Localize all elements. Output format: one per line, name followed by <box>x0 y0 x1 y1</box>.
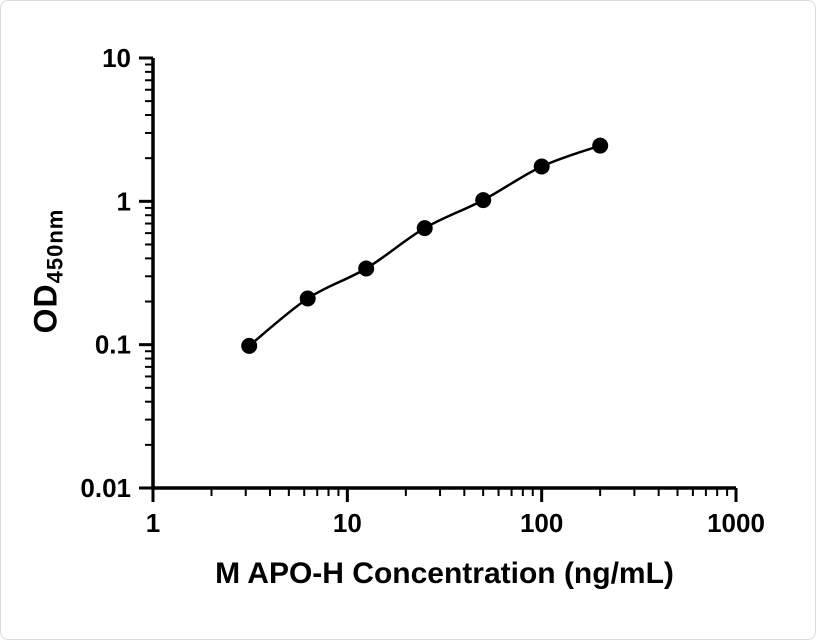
x-tick-label: 1 <box>146 508 160 538</box>
x-tick-label: 100 <box>520 508 563 538</box>
x-tick-label: 1000 <box>707 508 765 538</box>
y-tick-label: 0.01 <box>80 473 131 503</box>
y-axis-label-subscript: 450nm <box>42 208 68 284</box>
data-point <box>475 192 492 209</box>
x-axis-label: M APO-H Concentration (ng/mL) <box>215 557 674 590</box>
data-point <box>416 220 433 237</box>
data-point <box>358 260 375 277</box>
y-tick-label: 1 <box>117 186 131 216</box>
data-point <box>592 137 609 154</box>
y-tick-label: 0.1 <box>95 330 131 360</box>
y-axis-label-main: OD <box>27 283 64 334</box>
data-point <box>533 158 550 175</box>
x-tick-label: 10 <box>333 508 362 538</box>
data-point <box>241 337 258 354</box>
y-tick-label: 10 <box>102 43 131 73</box>
standard-curve-line <box>248 144 601 347</box>
y-axis-label: OD450nm <box>27 208 68 334</box>
data-point <box>299 290 316 307</box>
